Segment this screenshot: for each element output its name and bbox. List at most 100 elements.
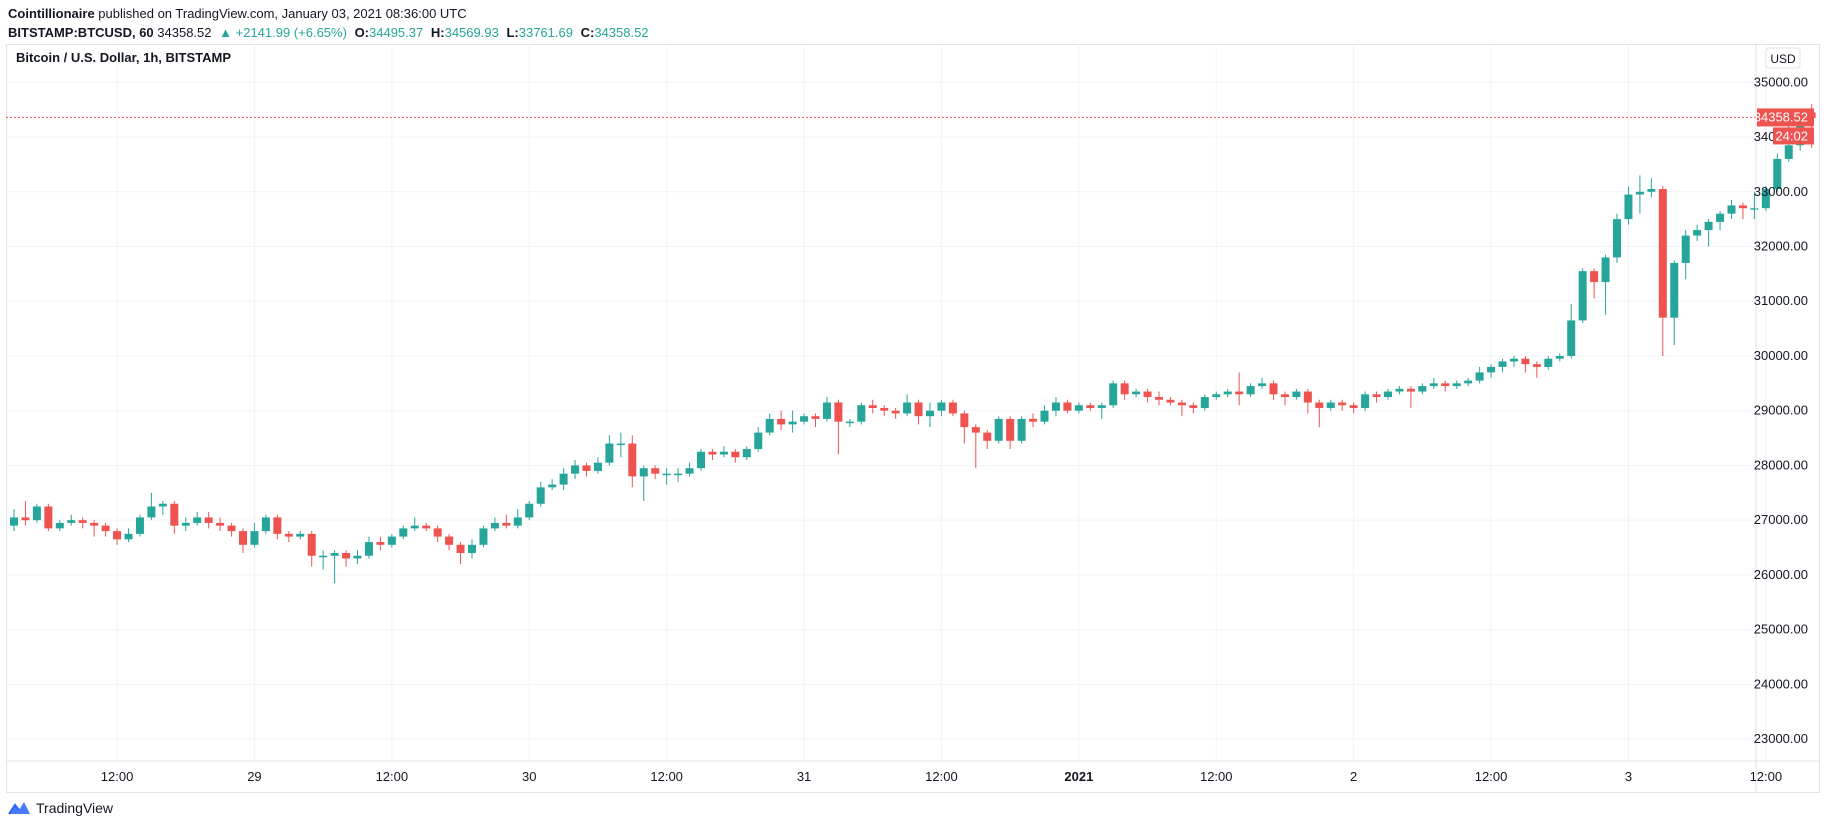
y-tick-label: 33000.00 bbox=[1754, 184, 1808, 199]
y-tick-label: 23000.00 bbox=[1754, 731, 1808, 746]
candle-down bbox=[502, 514, 511, 529]
x-tick-label: 30 bbox=[522, 769, 536, 784]
candle-body bbox=[44, 506, 53, 529]
candle-up bbox=[261, 514, 270, 534]
y-tick-label: 25000.00 bbox=[1754, 622, 1808, 637]
candle-body bbox=[937, 402, 946, 411]
candle-body bbox=[697, 451, 705, 469]
candle-body bbox=[914, 402, 923, 417]
close-label: C: bbox=[580, 25, 595, 40]
currency-button[interactable]: USD bbox=[1765, 47, 1801, 69]
candle-down bbox=[1086, 402, 1095, 411]
candle-up bbox=[55, 520, 64, 532]
candle-up bbox=[147, 492, 156, 521]
candle-body bbox=[1406, 388, 1415, 392]
candle-down bbox=[1143, 388, 1152, 403]
candle-up bbox=[181, 517, 190, 532]
candle-up bbox=[857, 402, 866, 425]
publisher-name[interactable]: Cointillionaire bbox=[8, 6, 95, 21]
y-tick-label: 35000.00 bbox=[1754, 74, 1808, 89]
candle-down bbox=[582, 462, 591, 477]
candle-up bbox=[1544, 355, 1553, 370]
candle-up bbox=[67, 514, 76, 526]
x-tick-label: 31 bbox=[797, 769, 811, 784]
candle-body bbox=[1716, 213, 1725, 222]
candle-body bbox=[364, 542, 373, 556]
candle-up bbox=[1704, 219, 1713, 247]
candle-body bbox=[845, 421, 854, 424]
candle-down bbox=[376, 536, 385, 551]
candle-down bbox=[1269, 380, 1278, 400]
candle-body bbox=[1063, 402, 1072, 411]
candle-down bbox=[868, 399, 877, 414]
candle-body bbox=[1693, 230, 1702, 236]
candle-body bbox=[513, 517, 522, 526]
x-tick-label: 12:00 bbox=[1475, 769, 1508, 784]
candle-up bbox=[1074, 402, 1083, 414]
candle-up bbox=[1040, 405, 1049, 425]
candle-body bbox=[983, 432, 992, 441]
candle-up bbox=[1258, 377, 1267, 389]
candle-up bbox=[1452, 380, 1461, 389]
chart-grid bbox=[6, 44, 1767, 761]
candle-body bbox=[1303, 391, 1312, 403]
candle-body bbox=[319, 555, 328, 558]
candle-up bbox=[1693, 224, 1702, 242]
candle-body bbox=[433, 528, 442, 537]
candle-body bbox=[1452, 383, 1461, 387]
candle-up bbox=[1017, 416, 1026, 444]
candle-down bbox=[101, 522, 110, 537]
tradingview-brand[interactable]: TradingView bbox=[36, 800, 114, 816]
candle-body bbox=[1487, 366, 1496, 373]
candle-up bbox=[1647, 178, 1656, 198]
candle-body bbox=[124, 533, 133, 540]
candle-body bbox=[307, 533, 316, 556]
y-tick-label: 26000.00 bbox=[1754, 567, 1808, 582]
footer: TradingView bbox=[8, 800, 113, 816]
candle-body bbox=[342, 553, 351, 559]
candle-body bbox=[1635, 191, 1644, 195]
x-tick-label: 2 bbox=[1350, 769, 1357, 784]
candle-up bbox=[1223, 388, 1232, 398]
low-value: 33761.69 bbox=[518, 25, 573, 40]
candle-up bbox=[399, 525, 408, 540]
candle-body bbox=[1498, 361, 1507, 367]
candle-body bbox=[1384, 391, 1392, 398]
y-tick-label: 30000.00 bbox=[1754, 348, 1808, 363]
candle-up bbox=[674, 468, 683, 482]
candle-up bbox=[32, 503, 41, 523]
tradingview-logo-icon[interactable] bbox=[8, 800, 32, 816]
candle-body bbox=[21, 517, 30, 521]
candle-down bbox=[983, 429, 992, 450]
candle-up bbox=[1246, 383, 1255, 398]
candle-body bbox=[891, 410, 900, 414]
candle-body bbox=[1315, 402, 1324, 408]
candle-body bbox=[1258, 383, 1267, 387]
candle-up bbox=[1464, 377, 1473, 387]
x-tick-label: 12:00 bbox=[1750, 769, 1783, 784]
candle-body bbox=[1051, 402, 1060, 411]
candle-body bbox=[1418, 386, 1427, 392]
y-tick-label: 32000.00 bbox=[1754, 239, 1808, 254]
candle-body bbox=[948, 402, 957, 414]
candle-up bbox=[994, 416, 1003, 444]
candle-body bbox=[1475, 372, 1484, 381]
candle-body bbox=[502, 522, 511, 526]
candle-down bbox=[708, 449, 717, 460]
candle-body bbox=[765, 418, 774, 433]
candle-body bbox=[1040, 410, 1049, 422]
candle-up bbox=[1773, 153, 1782, 192]
y-tick-label: 31000.00 bbox=[1754, 293, 1808, 308]
candle-body bbox=[273, 517, 282, 534]
y-tick-label: 29000.00 bbox=[1754, 403, 1808, 418]
candle-body bbox=[1166, 399, 1175, 403]
candlestick-chart[interactable]: 35000.0034000.0033000.0032000.0031000.00… bbox=[6, 44, 1820, 793]
candle-body bbox=[1029, 418, 1038, 422]
candle-body bbox=[1750, 208, 1759, 210]
candle-up bbox=[1613, 213, 1621, 263]
candle-body bbox=[1670, 262, 1679, 318]
candle-up bbox=[319, 550, 328, 570]
candle-body bbox=[1464, 380, 1473, 384]
candle-body bbox=[628, 443, 637, 477]
candle-body bbox=[593, 462, 602, 471]
